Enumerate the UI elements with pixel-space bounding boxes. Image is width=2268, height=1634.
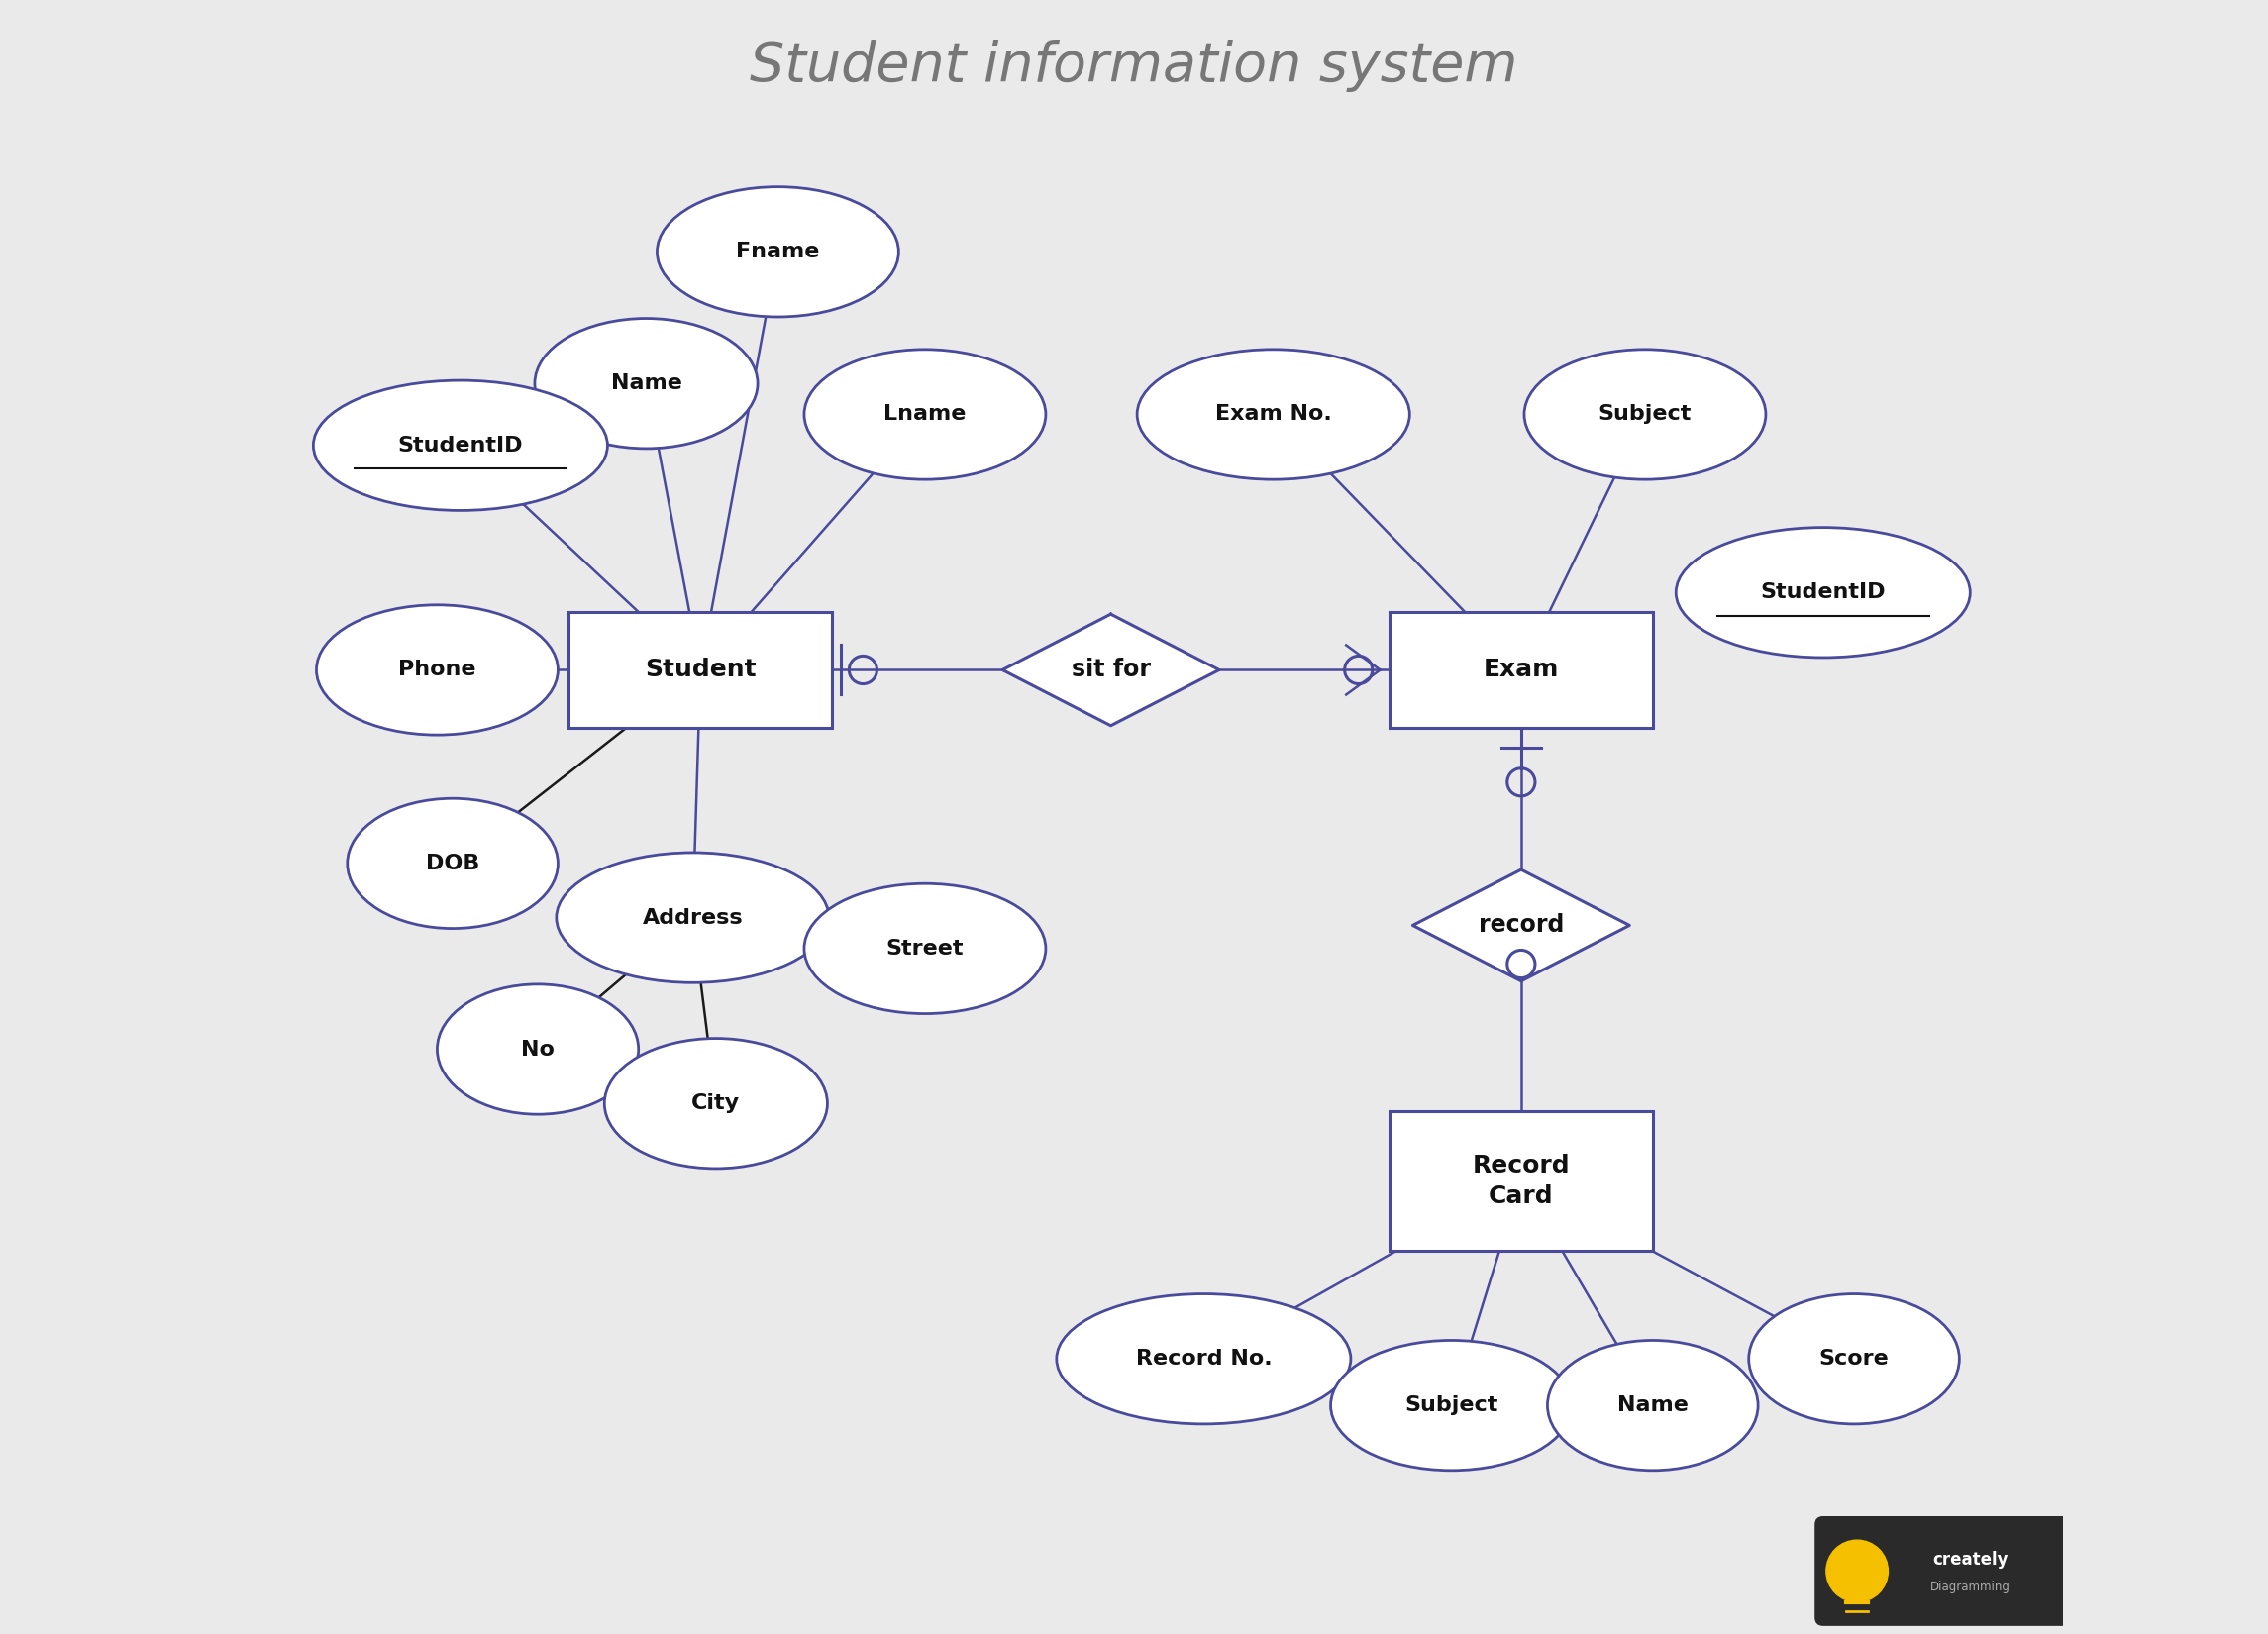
Text: Phone: Phone <box>399 660 476 680</box>
Ellipse shape <box>805 884 1046 1013</box>
Ellipse shape <box>438 984 640 1114</box>
Text: Exam No.: Exam No. <box>1216 405 1331 425</box>
Text: sit for: sit for <box>1070 659 1150 681</box>
Text: City: City <box>692 1093 739 1113</box>
Text: Diagramming: Diagramming <box>1930 1580 2009 1593</box>
Text: Street: Street <box>887 938 964 959</box>
Ellipse shape <box>1057 1294 1352 1423</box>
Ellipse shape <box>535 319 758 448</box>
Circle shape <box>1826 1541 1887 1601</box>
Polygon shape <box>1002 614 1220 725</box>
Text: Record
Card: Record Card <box>1472 1154 1569 1209</box>
Text: record: record <box>1479 913 1565 938</box>
Bar <box>1390 1111 1653 1250</box>
Bar <box>569 611 832 729</box>
Ellipse shape <box>658 186 898 317</box>
Ellipse shape <box>318 605 558 735</box>
Text: Fname: Fname <box>737 242 819 261</box>
FancyBboxPatch shape <box>1814 1516 2077 1626</box>
Bar <box>1390 611 1653 729</box>
Text: StudentID: StudentID <box>1760 583 1885 603</box>
Polygon shape <box>1413 869 1628 980</box>
Ellipse shape <box>347 799 558 928</box>
Ellipse shape <box>606 1039 828 1168</box>
Text: Student: Student <box>644 659 755 681</box>
Ellipse shape <box>313 381 608 510</box>
Text: Subject: Subject <box>1404 1395 1499 1415</box>
Text: DOB: DOB <box>426 853 479 873</box>
Ellipse shape <box>1331 1340 1572 1471</box>
Text: StudentID: StudentID <box>397 436 524 456</box>
Ellipse shape <box>1547 1340 1758 1471</box>
Ellipse shape <box>1136 350 1411 479</box>
Text: Name: Name <box>610 374 683 394</box>
Text: Exam: Exam <box>1483 659 1558 681</box>
Text: No: No <box>522 1039 556 1059</box>
Ellipse shape <box>556 853 828 982</box>
Ellipse shape <box>1676 528 1971 657</box>
Text: Student information system: Student information system <box>751 39 1517 92</box>
Ellipse shape <box>1524 350 1767 479</box>
Text: Address: Address <box>642 909 744 928</box>
Text: Lname: Lname <box>885 405 966 425</box>
Ellipse shape <box>805 350 1046 479</box>
Text: Subject: Subject <box>1599 405 1692 425</box>
Text: Score: Score <box>1819 1350 1889 1369</box>
Text: Record No.: Record No. <box>1136 1350 1272 1369</box>
Ellipse shape <box>1749 1294 1960 1423</box>
Text: creately: creately <box>1932 1551 2007 1569</box>
Text: Name: Name <box>1617 1395 1687 1415</box>
